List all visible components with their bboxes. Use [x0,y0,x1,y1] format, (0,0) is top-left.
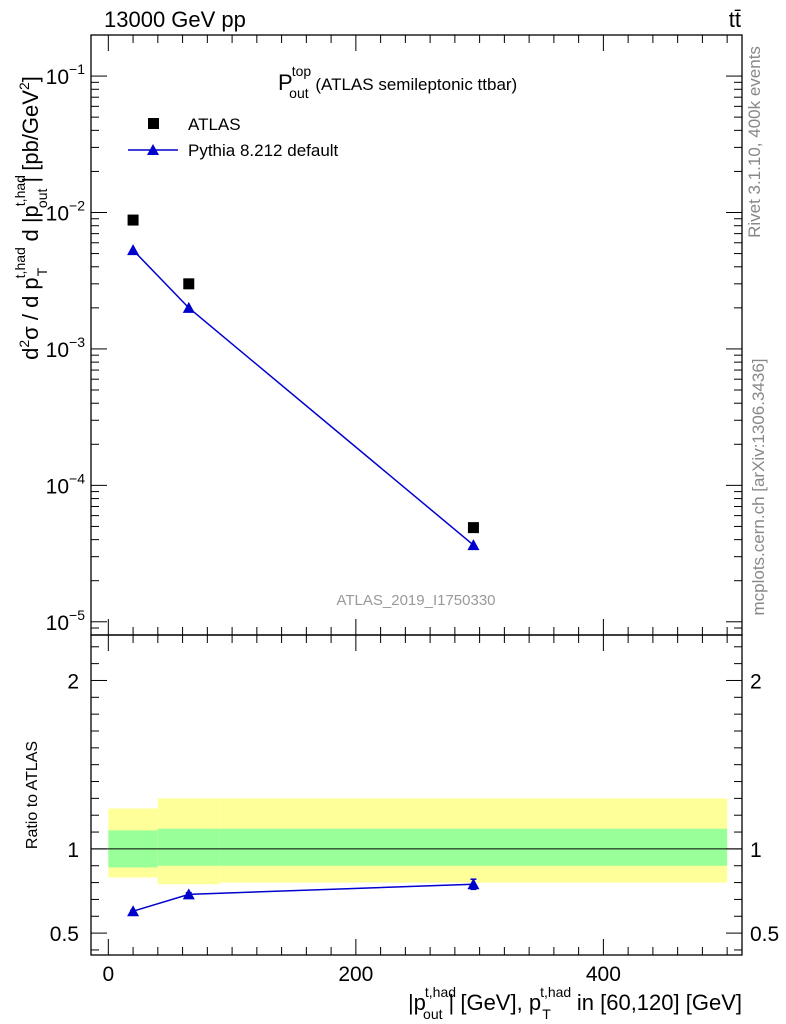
legend-mc-label: Pythia 8.212 default [188,141,339,160]
legend-mc-marker [147,144,159,155]
atlas-data-point [127,214,139,226]
plot-frames [90,34,743,956]
atlas-data-point [467,522,479,534]
ratio-y-tick-label-right: 2 [750,670,762,693]
main-y-tick-label: 10−1 [46,61,86,89]
ratio-mc-point [467,878,480,890]
analysis-watermark: ATLAS_2019_I1750330 [336,592,495,609]
ratio-x-tick-label: 200 [338,963,373,986]
legend-atlas-label: ATLAS [188,115,241,134]
ratio-y-tick-label-left: 2 [67,670,79,693]
mc-point [182,301,195,313]
main-y-tick-label: 10−5 [46,607,86,635]
mc-point [127,244,140,256]
main-y-tick-label: 10−2 [46,197,86,225]
ratio-bands [108,798,728,885]
process-label: tt̄ [729,7,741,32]
data-marks [127,118,480,917]
rivet-label: Rivet 3.1.10, 400k events [745,46,764,238]
ratio-y-tick-label-left: 1 [67,839,79,862]
ratio-x-tick-label: 400 [586,963,621,986]
legend-atlas-marker [148,118,159,129]
ratio-panel-frame [90,634,743,956]
mcplots-label: mcplots.cern.ch [arXiv:1306.3436] [749,358,768,615]
ratio-x-tick-label: 0 [102,963,114,986]
ratio-mc-point [182,888,195,900]
ratio-y-tick-label-left: 0.5 [50,923,79,946]
ratio-band-inner [157,828,220,866]
main-y-tick-label: 10−4 [46,470,86,498]
x-axis-label: |pt,had out | [GeV], pt,had T in [60,120] [… [408,984,742,1022]
axis-ticks [91,34,742,955]
ratio-y-tick-label-right: 1 [750,839,762,862]
chart-title: Ptop out (ATLAS semileptonic ttbar) [278,63,517,101]
energy-label: 13000 GeV pp [104,7,246,32]
chart-text: 10−1 10−2 10−3 10−4 10−5 0 200 400 0.5 0.5 1 1 2 2 130… [12,7,779,1022]
ratio-y-tick-label-right: 0.5 [750,923,779,946]
atlas-data-point [183,278,195,290]
mc-series-line [132,249,474,546]
main-y-axis-label: d2σ / d pt,had T d |pt,had out| [pb/GeV2] [12,76,50,360]
ratio-mc-point [127,905,140,917]
mc-point [467,539,480,551]
ratio-y-axis-label: Ratio to ATLAS [24,741,41,849]
ratio-band-inner [219,828,728,866]
main-y-tick-label: 10−3 [46,334,86,362]
